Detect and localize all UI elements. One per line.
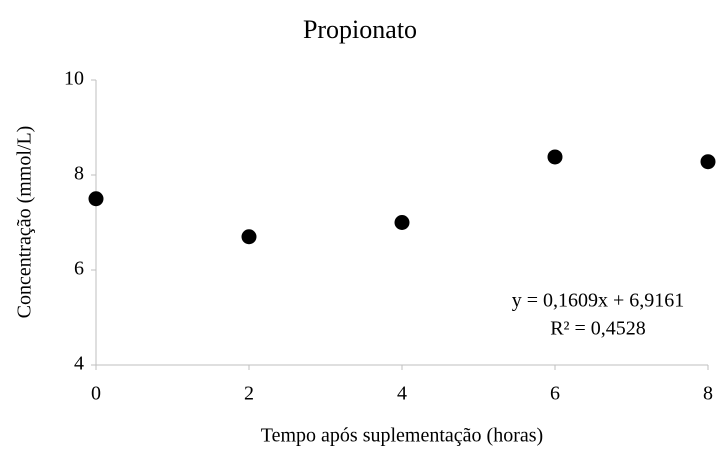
- y-tick-label: 4: [74, 353, 84, 375]
- x-tick-label: 4: [397, 383, 407, 405]
- x-tick-label: 2: [244, 383, 254, 405]
- x-axis-label: Tempo após suplementação (horas): [261, 425, 543, 447]
- y-tick-label: 8: [74, 163, 84, 185]
- y-tick-label: 10: [64, 68, 84, 90]
- point: [547, 149, 563, 165]
- x-tick-label: 6: [550, 383, 560, 405]
- annotation: y = 0,1609x + 6,9161: [512, 290, 685, 312]
- x-tick-label: 8: [703, 383, 713, 405]
- x-tick-label: 0: [91, 383, 101, 405]
- y-axis-label: Concentração (mmol/L): [14, 126, 36, 319]
- annotation: R² = 0,4528: [550, 318, 646, 340]
- chart-title: Propionato: [303, 15, 417, 44]
- point: [241, 229, 257, 245]
- point: [700, 154, 716, 170]
- y-tick-label: 6: [74, 258, 84, 280]
- point: [394, 215, 410, 230]
- point: [88, 191, 104, 207]
